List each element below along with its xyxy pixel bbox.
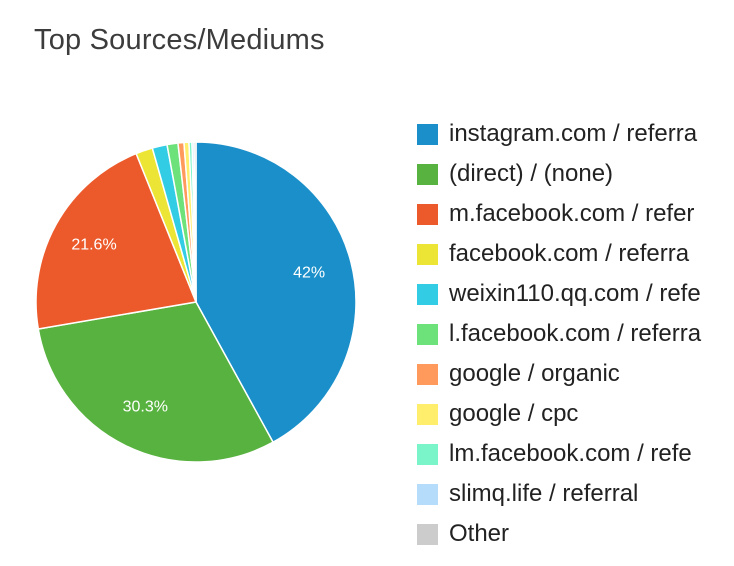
legend-label: google / organic: [449, 360, 620, 387]
legend: instagram.com / referra (direct) / (none)…: [417, 114, 717, 554]
legend-label: Other: [449, 520, 510, 547]
slice-data-label: 30.3%: [123, 399, 168, 416]
legend-item-facebook-com-referral[interactable]: facebook.com / referra: [417, 234, 717, 274]
legend-item-l-facebook-com-referral[interactable]: l.facebook.com / referra: [417, 314, 717, 354]
legend-swatch: [417, 443, 438, 465]
legend-swatch: [417, 123, 438, 145]
legend-item-instagram-com-referral[interactable]: instagram.com / referra: [417, 114, 717, 154]
legend-swatch: [417, 323, 438, 345]
legend-item-slimq-life-referral[interactable]: slimq.life / referral: [417, 474, 717, 514]
legend-swatch: [417, 363, 438, 385]
legend-item-google-organic[interactable]: google / organic: [417, 354, 717, 394]
legend-swatch: [417, 163, 438, 185]
legend-item-direct-none[interactable]: (direct) / (none): [417, 154, 717, 194]
legend-label: google / cpc: [449, 400, 579, 427]
chart-title: Top Sources/Mediums: [34, 24, 325, 56]
pie-slice-instagram-com-referral[interactable]: [195, 141, 357, 443]
legend-label: slimq.life / referral: [449, 480, 639, 507]
pie-slice-other[interactable]: [193, 141, 197, 303]
legend-label: lm.facebook.com / refe: [449, 440, 692, 467]
legend-item-m-facebook-com-referral[interactable]: m.facebook.com / refer: [417, 194, 717, 234]
legend-item-weixin110-qq-com-referral[interactable]: weixin110.qq.com / refe: [417, 274, 717, 314]
legend-swatch: [417, 403, 438, 425]
legend-item-google-cpc[interactable]: google / cpc: [417, 394, 717, 434]
pie-slice-m-facebook-com-referral[interactable]: [35, 152, 197, 330]
legend-swatch: [417, 203, 438, 225]
legend-swatch: [417, 243, 438, 265]
legend-label: l.facebook.com / referra: [449, 320, 702, 347]
pie-slice-direct-none[interactable]: [37, 301, 274, 463]
legend-label: m.facebook.com / refer: [449, 200, 695, 227]
legend-label: instagram.com / referra: [449, 120, 698, 147]
legend-swatch: [417, 283, 438, 305]
slice-data-label: 42%: [293, 264, 325, 281]
legend-item-lm-facebook-com-referral[interactable]: lm.facebook.com / refe: [417, 434, 717, 474]
legend-swatch: [417, 523, 438, 545]
legend-item-other[interactable]: Other: [417, 514, 717, 554]
legend-label: weixin110.qq.com / refe: [449, 280, 701, 307]
slice-data-label: 21.6%: [71, 237, 116, 254]
legend-swatch: [417, 483, 438, 505]
legend-label: (direct) / (none): [449, 160, 614, 187]
legend-label: facebook.com / referra: [449, 240, 690, 267]
